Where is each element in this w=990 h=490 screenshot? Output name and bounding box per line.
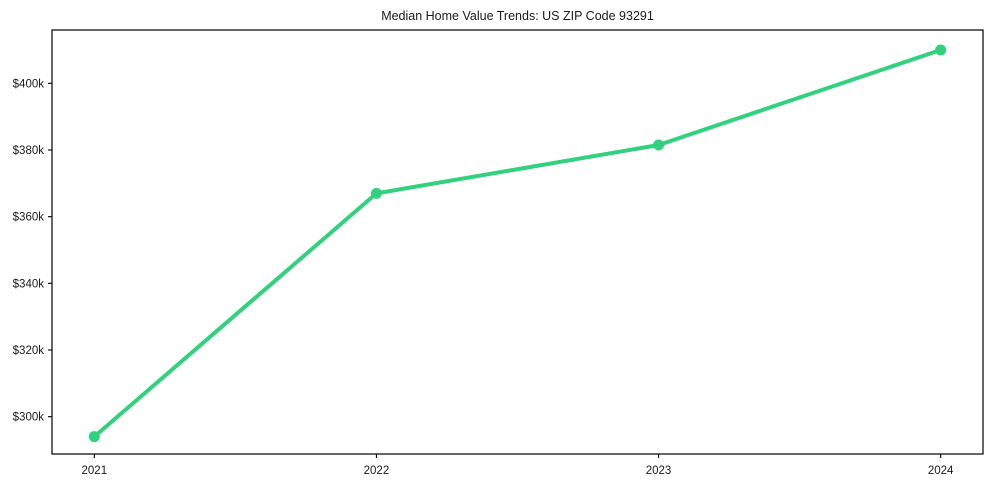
y-tick-label: $380k [13, 145, 45, 157]
y-tick-label: $360k [13, 212, 45, 224]
trend-line [92, 48, 943, 439]
data-point-marker-2023 [653, 139, 665, 151]
x-tick-label: 2021 [82, 465, 108, 477]
y-tick-label: $340k [13, 278, 45, 290]
data-point-marker-2024 [935, 44, 947, 56]
plot-frame [51, 29, 984, 455]
x-tick-label: 2022 [364, 465, 390, 477]
y-tick-label: $400k [13, 78, 45, 90]
y-tick-label: $320k [13, 345, 45, 357]
y-tick-label: $300k [13, 412, 45, 424]
chart-title: Median Home Value Trends: US ZIP Code 93… [381, 9, 654, 23]
x-tick-label: 2024 [928, 465, 954, 477]
data-point-marker-2021 [88, 431, 100, 443]
x-tick-label: 2023 [646, 465, 672, 477]
data-point-marker-2022 [370, 187, 382, 199]
